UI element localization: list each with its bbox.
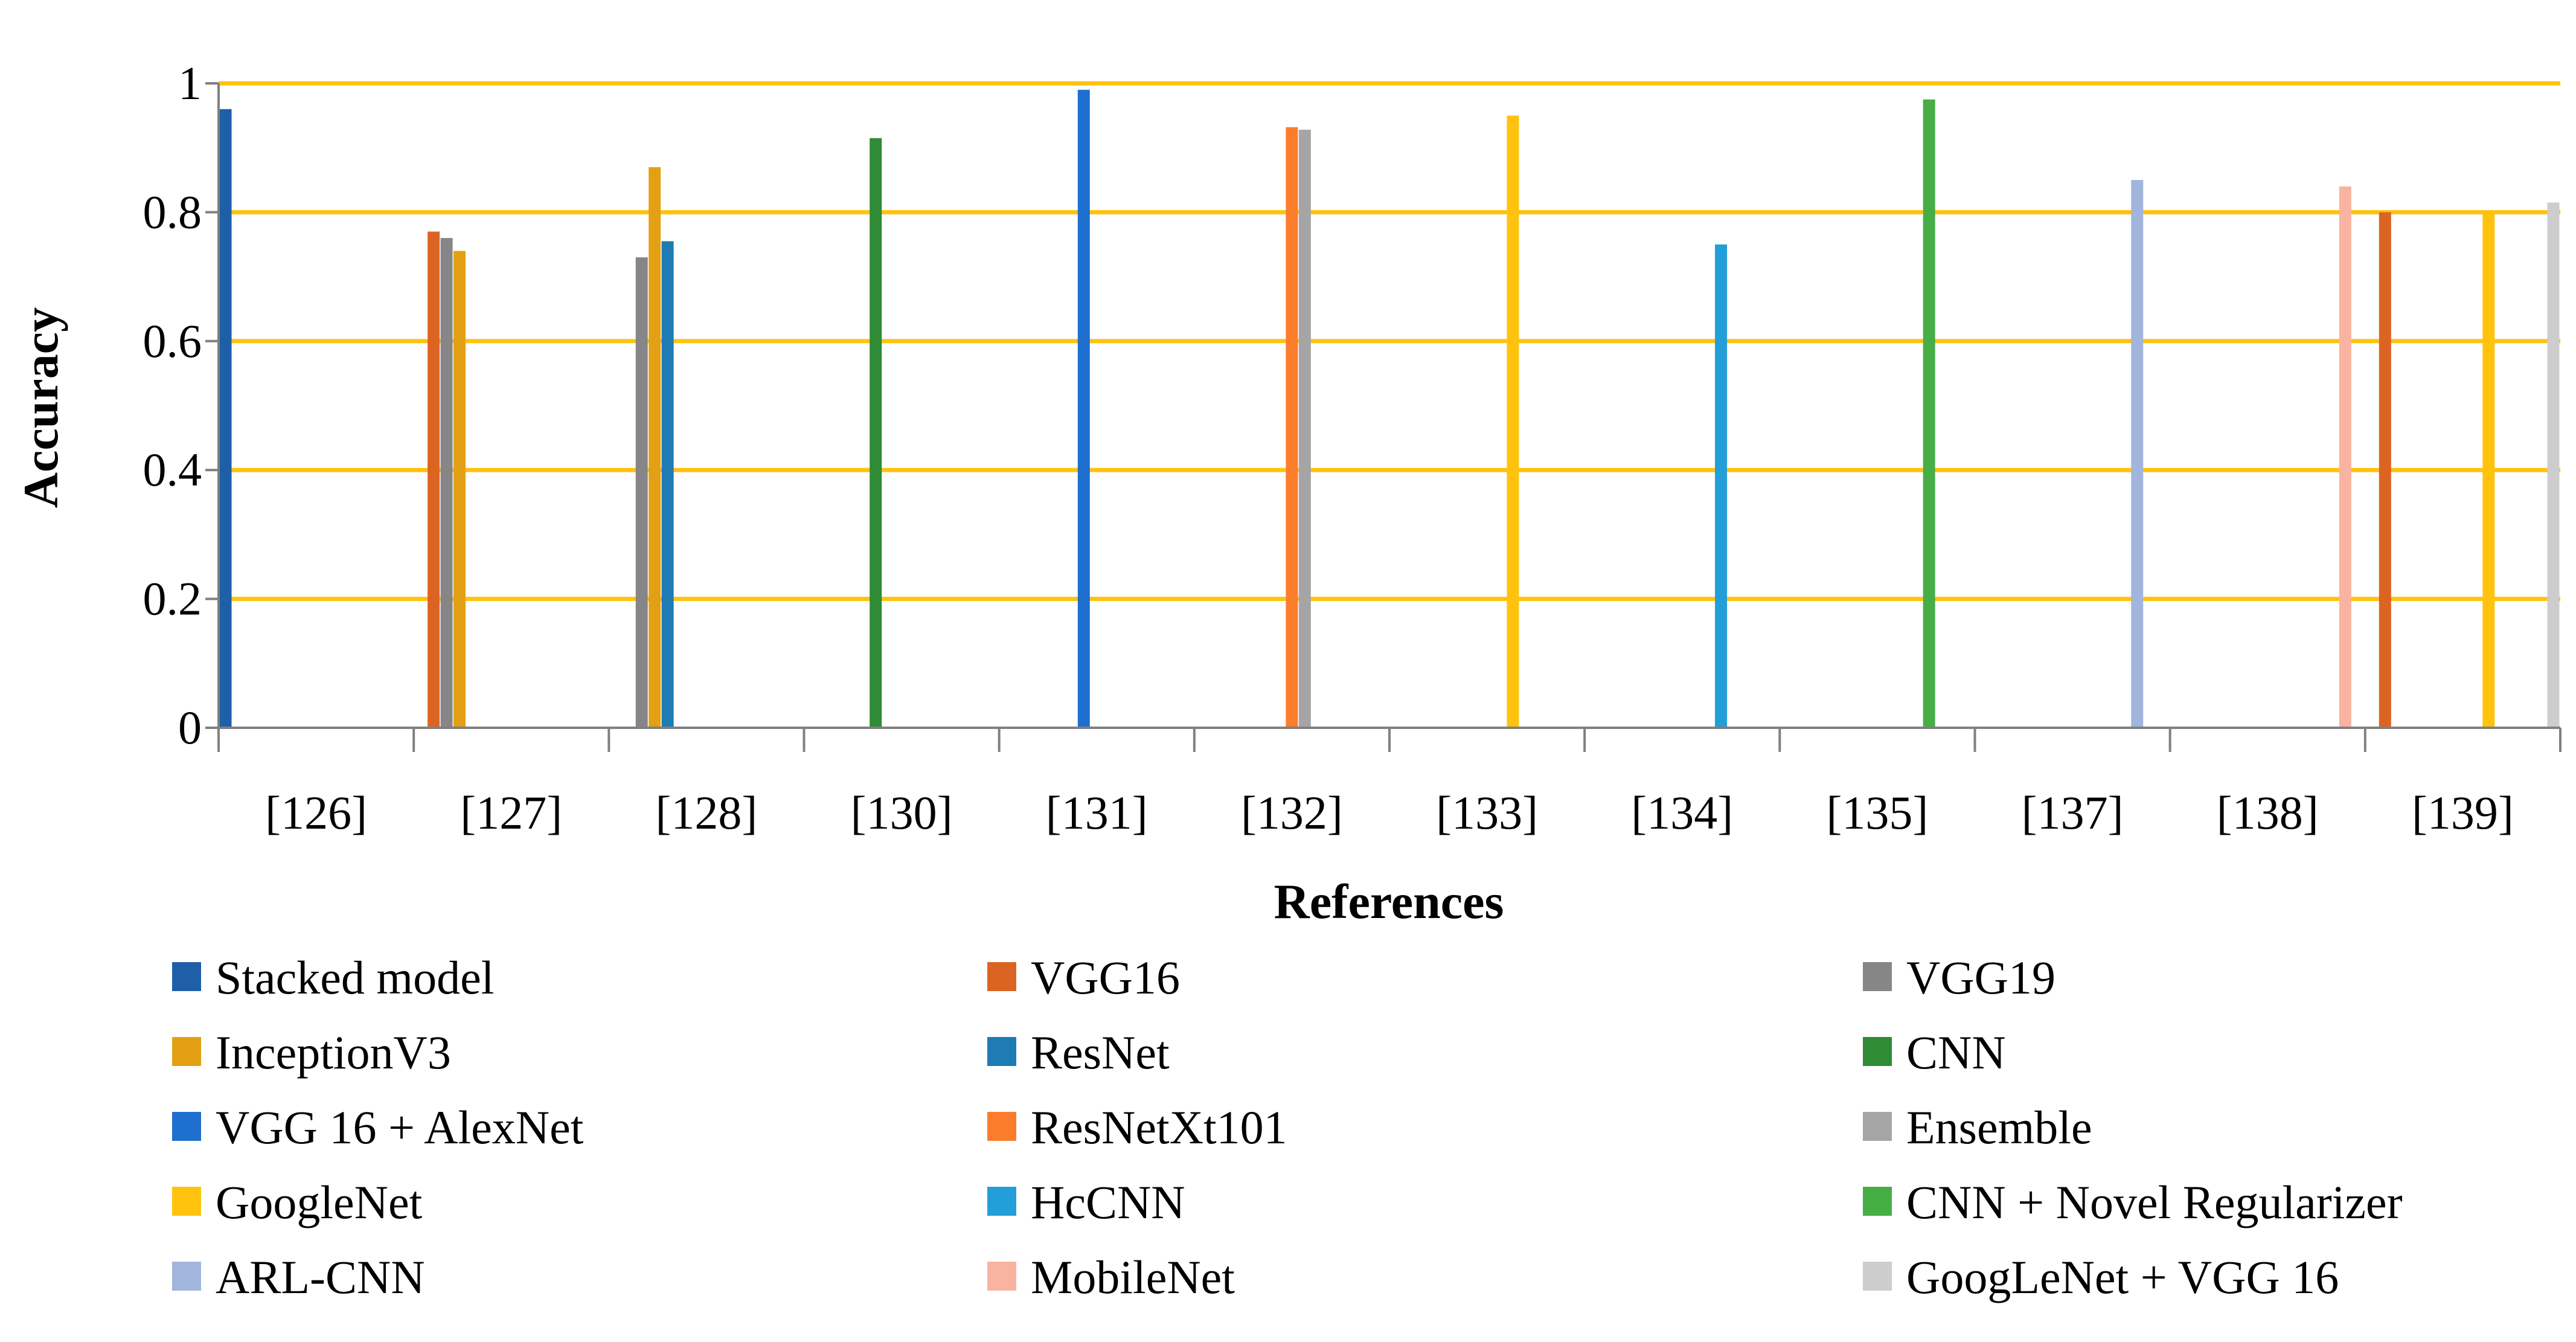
- bar: [661, 241, 674, 728]
- x-tick-label: [137]: [2022, 786, 2124, 839]
- x-axis-title: References: [1274, 874, 1504, 929]
- legend-label: ARL-CNN: [216, 1251, 425, 1303]
- x-tick-label: [127]: [460, 786, 562, 839]
- legend-label: CNN: [1906, 1026, 2006, 1079]
- legend-swatch: [1863, 1112, 1892, 1141]
- y-tick-label: 0.8: [143, 185, 202, 238]
- x-tick-label: [126]: [265, 786, 367, 839]
- y-axis-title: Accuracy: [13, 307, 68, 508]
- legend-label: MobileNet: [1031, 1251, 1235, 1303]
- legend-swatch: [987, 962, 1016, 991]
- legend-swatch: [1863, 1187, 1892, 1216]
- bar: [1298, 129, 1311, 728]
- legend-swatch: [172, 1187, 201, 1216]
- axes: 0 0.2 0.4 0.6 0.8 1 [126] [127] [128] [130] [131] […: [143, 57, 2562, 839]
- legend-label: VGG16: [1031, 951, 1180, 1004]
- legend-swatch: [1863, 962, 1892, 991]
- gridlines: [219, 81, 2560, 602]
- legend-swatch: [987, 1262, 1016, 1291]
- y-tick-label: 0.6: [143, 315, 202, 367]
- legend-label: VGG19: [1906, 951, 2055, 1004]
- bar: [2482, 212, 2495, 728]
- x-tick-label: [135]: [1826, 786, 1928, 839]
- legend-label: VGG 16 + AlexNet: [216, 1101, 584, 1154]
- legend-label: ResNet: [1031, 1026, 1170, 1079]
- y-tick-label: 0.2: [143, 573, 202, 625]
- y-tick-label: 1: [178, 57, 202, 109]
- legend-swatch: [1863, 1262, 1892, 1291]
- legend-label: InceptionV3: [216, 1026, 451, 1079]
- legend-swatch: [987, 1112, 1016, 1141]
- legend-swatch: [987, 1037, 1016, 1066]
- legend-swatch: [172, 1262, 201, 1291]
- x-tick-label: [138]: [2217, 786, 2319, 839]
- y-tick-label: 0: [178, 701, 202, 754]
- x-tick-label: [130]: [851, 786, 953, 839]
- bar: [1923, 99, 1935, 728]
- bar: [2379, 212, 2391, 728]
- bar: [1507, 115, 1519, 728]
- bar: [635, 257, 648, 728]
- bar: [440, 238, 453, 728]
- legend-swatch: [987, 1187, 1016, 1216]
- legend-swatch: [172, 962, 201, 991]
- bar: [1715, 244, 1728, 728]
- bar: [1077, 89, 1090, 728]
- legend-label: CNN + Novel Regularizer: [1906, 1176, 2403, 1228]
- x-tick-label: [139]: [2412, 786, 2514, 839]
- legend-swatch: [1863, 1037, 1892, 1066]
- bar: [2339, 186, 2351, 728]
- legend-label: Ensemble: [1906, 1101, 2092, 1154]
- legend-label: GoogleNet: [216, 1176, 423, 1228]
- bar: [649, 167, 661, 728]
- x-tick-label: [128]: [655, 786, 757, 839]
- x-tick-label: [131]: [1046, 786, 1148, 839]
- legend-label: HcCNN: [1031, 1176, 1185, 1228]
- bar: [870, 138, 882, 728]
- bar: [2547, 202, 2560, 728]
- legend-label: GoogLeNet + VGG 16: [1906, 1251, 2339, 1303]
- bars: [219, 89, 2560, 728]
- bar: [2131, 180, 2144, 728]
- bar: [453, 251, 466, 728]
- bar: [428, 231, 440, 728]
- bar: [1286, 127, 1298, 728]
- legend-label: ResNetXt101: [1031, 1101, 1287, 1154]
- x-tick-label: [134]: [1631, 786, 1733, 839]
- legend-label: Stacked model: [216, 951, 494, 1004]
- x-tick-label: [132]: [1241, 786, 1343, 839]
- legend-swatch: [172, 1037, 201, 1066]
- bar: [219, 109, 232, 728]
- legend-swatch: [172, 1112, 201, 1141]
- y-tick-label: 0.4: [143, 443, 202, 496]
- x-tick-label: [133]: [1436, 786, 1538, 839]
- legend: Stacked model VGG16 VGG19 InceptionV3 ResNet…: [172, 951, 2403, 1303]
